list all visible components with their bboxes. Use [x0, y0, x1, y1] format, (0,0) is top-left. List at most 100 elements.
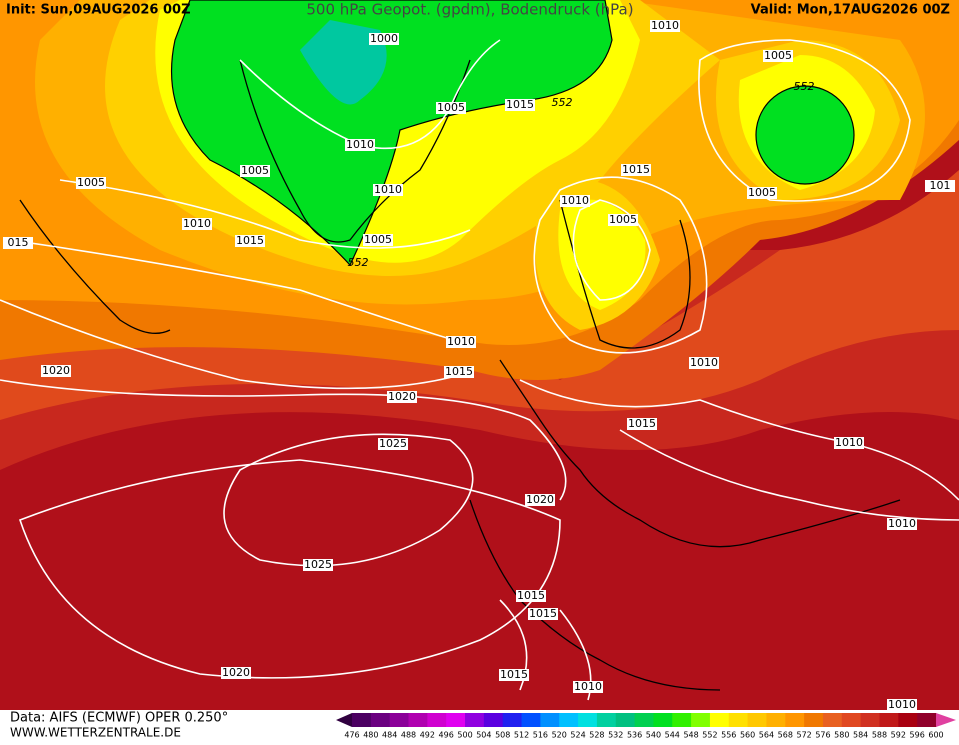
- label-box: [505, 99, 535, 111]
- colorbar-swatch: [596, 713, 617, 727]
- pressure-label: 1010: [183, 217, 211, 230]
- pressure-label: 1005: [77, 176, 105, 189]
- colorbar-label: 520: [552, 731, 567, 740]
- label-box: [887, 518, 917, 530]
- label-box: [3, 237, 33, 249]
- colorbar-label: 524: [570, 731, 585, 740]
- label-box: [436, 102, 466, 114]
- colorbar-label: 484: [382, 731, 397, 740]
- colorbar-swatch: [804, 713, 824, 727]
- pressure-label: 1010: [447, 335, 475, 348]
- data-source: Data: AIFS (ECMWF) OPER 0.250°: [10, 711, 228, 726]
- colorbar-swatch: [427, 713, 447, 727]
- colorbar-label: 516: [533, 731, 548, 740]
- colorbar-swatch: [785, 713, 805, 727]
- pressure-label: 1015: [506, 98, 534, 111]
- colorbar-swatch: [879, 713, 899, 727]
- colorbar-swatch: [747, 713, 767, 727]
- label-box: [373, 184, 403, 196]
- colorbar-swatch: [483, 713, 504, 727]
- pressure-label: 1020: [526, 493, 554, 506]
- pressure-label: 1010: [888, 517, 916, 530]
- label-box: [608, 214, 638, 226]
- colorbar-label: 584: [853, 731, 868, 740]
- colorbar-swatch: [370, 713, 391, 727]
- site: WWW.WETTERZENTRALE.DE: [10, 726, 181, 740]
- colorbar-label: 488: [401, 731, 416, 740]
- map: [0, 0, 959, 710]
- colorbar-label: 504: [476, 731, 491, 740]
- label-box: [834, 437, 864, 449]
- colorbar-swatch: [691, 713, 711, 727]
- colorbar-high: [936, 713, 956, 727]
- colorbar-swatch: [540, 713, 560, 727]
- pressure-label: 015: [8, 236, 29, 249]
- pressure-label: 1005: [437, 101, 465, 114]
- colorbar-swatch: [352, 713, 372, 727]
- colorbar-label: 576: [815, 731, 830, 740]
- colorbar-label: 592: [891, 731, 906, 740]
- pressure-label: 1025: [379, 437, 407, 450]
- colorbar-swatch: [578, 713, 598, 727]
- label-box: [41, 365, 71, 377]
- label-box: [528, 608, 558, 620]
- colorbar-label: 492: [420, 731, 435, 740]
- label-box: [925, 180, 955, 192]
- colorbar-label: 500: [457, 731, 472, 740]
- colorbar-label: 560: [740, 731, 755, 740]
- pressure-label: 1005: [748, 186, 776, 199]
- colorbar-swatch: [559, 713, 579, 727]
- colorbar-swatch: [898, 713, 918, 727]
- colorbar-label: 564: [759, 731, 774, 740]
- label-box: [235, 235, 265, 247]
- colorbar-swatch: [521, 713, 541, 727]
- colorbar-swatch: [766, 713, 786, 727]
- colorbar-label: 496: [439, 731, 454, 740]
- label-box: [221, 667, 251, 679]
- label-box: [387, 391, 417, 403]
- pressure-label: 1015: [236, 234, 264, 247]
- colorbar-label: 532: [608, 731, 623, 740]
- label-box: [499, 669, 529, 681]
- colorbar-swatch: [841, 713, 862, 727]
- colorbar-swatch: [502, 713, 523, 727]
- label-box: [763, 50, 793, 62]
- colorbar-label: 512: [514, 731, 529, 740]
- colorbar-swatch: [917, 713, 937, 727]
- colorbar-swatch: [653, 713, 673, 727]
- label-box: [516, 590, 546, 602]
- label-box: [689, 357, 719, 369]
- colorbar-swatch: [672, 713, 692, 727]
- colorbar-label: 572: [796, 731, 811, 740]
- label-box: [369, 33, 399, 45]
- label-box: [627, 418, 657, 430]
- label-box: [182, 218, 212, 230]
- init-time: Init: Sun,09AUG2026 00Z: [6, 3, 191, 18]
- label-box: [444, 366, 474, 378]
- label-box: [76, 177, 106, 189]
- pressure-label: 1015: [628, 417, 656, 430]
- colorbar-label: 480: [363, 731, 378, 740]
- pressure-label: 1010: [346, 138, 374, 151]
- colorbar-label: 540: [646, 731, 661, 740]
- colorbar-swatch: [728, 713, 749, 727]
- colorbar-swatch: [615, 713, 636, 727]
- pressure-label: 1020: [42, 364, 70, 377]
- colorbar-label: 552: [702, 731, 717, 740]
- colorbar-label: 596: [910, 731, 925, 740]
- colorbar-swatch: [822, 713, 843, 727]
- colorbar-label: 536: [627, 731, 642, 740]
- pressure-label: 1005: [241, 164, 269, 177]
- pressure-label: 1010: [374, 183, 402, 196]
- colorbar-swatch: [446, 713, 466, 727]
- height-label: 552: [552, 96, 573, 109]
- pressure-label: 1005: [609, 213, 637, 226]
- colorbar-label: 588: [872, 731, 887, 740]
- pressure-label: 1010: [574, 680, 602, 693]
- label-box: [621, 164, 651, 176]
- height-label: 552: [348, 256, 369, 269]
- pressure-label: 1010: [561, 194, 589, 207]
- label-box: [446, 336, 476, 348]
- colorbar-label: 508: [495, 731, 510, 740]
